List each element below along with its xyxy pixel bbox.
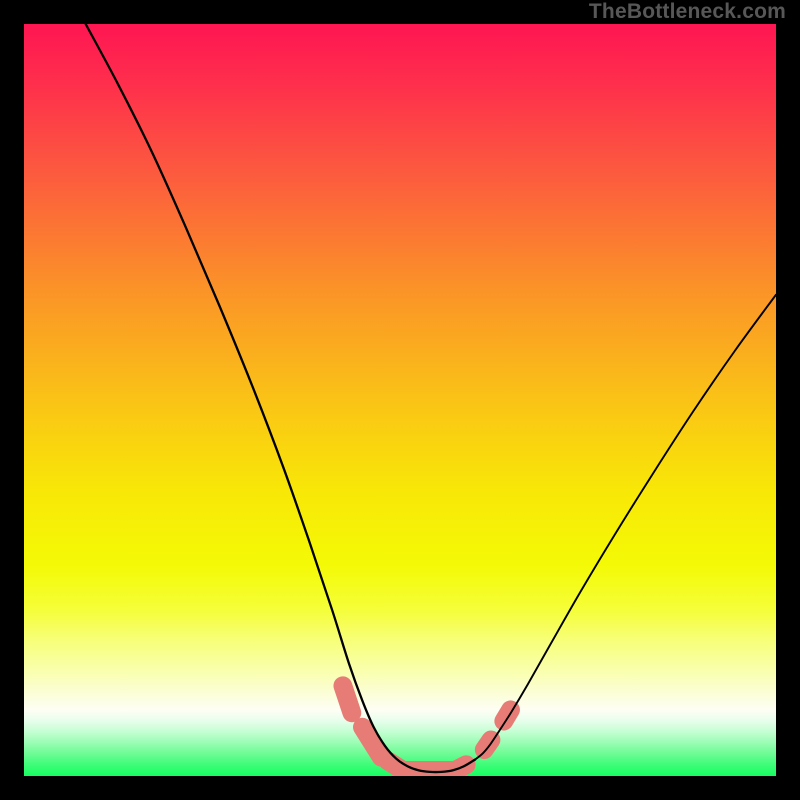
curve-left-branch — [86, 24, 476, 772]
curve-right-branch — [475, 295, 776, 760]
curve-marker — [362, 727, 381, 757]
chart-frame: TheBottleneck.com — [0, 0, 800, 800]
marker-group — [343, 686, 511, 771]
curve-marker — [343, 686, 352, 713]
plot-area — [24, 24, 776, 776]
curve-layer — [24, 24, 776, 776]
watermark-text: TheBottleneck.com — [589, 0, 786, 24]
